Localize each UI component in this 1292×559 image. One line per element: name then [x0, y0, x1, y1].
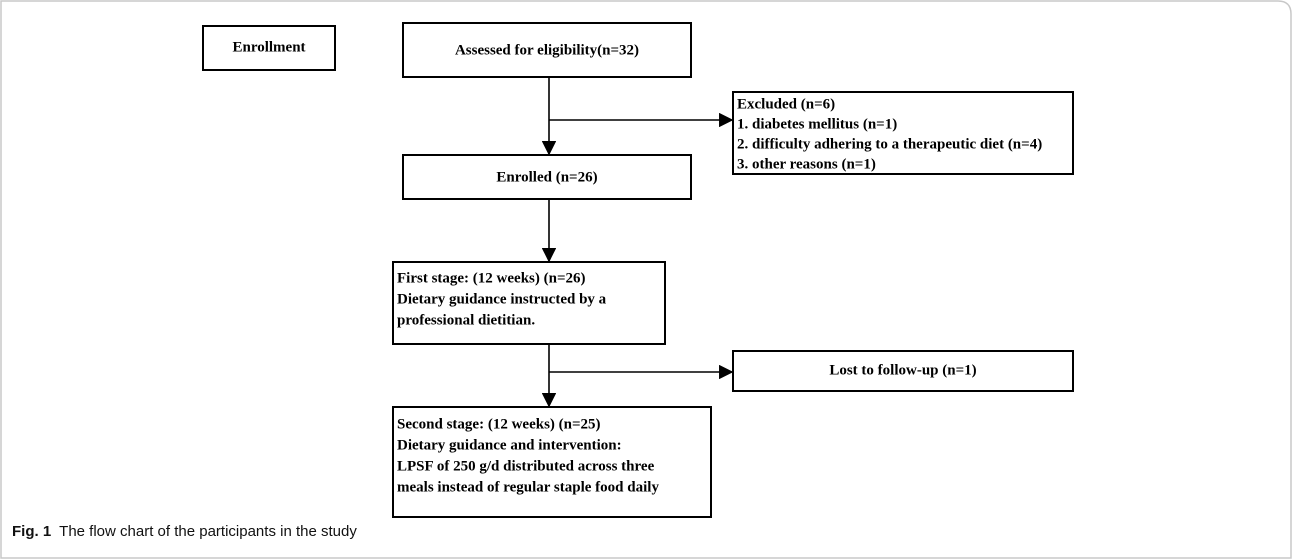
excluded-line: 1. diabetes mellitus (n=1) [737, 116, 897, 132]
lost-label: Lost to follow-up (n=1) [829, 362, 976, 378]
assessed-label: Assessed for eligibility(n=32) [455, 42, 639, 58]
arrows [541, 77, 734, 408]
first-stage-line: Dietary guidance instructed by a [397, 291, 607, 307]
second-stage-line: Dietary guidance and intervention: [397, 437, 622, 453]
first-stage-line: First stage: (12 weeks) (n=26) [397, 270, 586, 286]
enrolled-label: Enrolled (n=26) [496, 169, 597, 185]
first-stage-box [392, 261, 666, 345]
excluded-line: 3. other reasons (n=1) [737, 156, 876, 172]
lost-box [732, 350, 1074, 392]
excluded-line: 2. difficulty adhering to a therapeutic … [737, 136, 1042, 152]
caption: Fig. 1 The flow chart of the participants… [12, 523, 357, 540]
caption-text: The flow chart of the participants in th… [59, 523, 357, 540]
enrollment-box [202, 25, 336, 71]
assessed-box [402, 22, 692, 78]
excluded-box [732, 91, 1074, 175]
caption-label: Fig. 1 [12, 523, 51, 540]
excluded-line: Excluded (n=6) [737, 96, 835, 112]
second-stage-line: Second stage: (12 weeks) (n=25) [397, 416, 601, 432]
second-stage-line: LPSF of 250 g/d distributed across three [397, 458, 655, 474]
second-stage-line: meals instead of regular staple food dai… [397, 479, 659, 495]
first-stage-line: professional dietitian. [397, 312, 535, 328]
enrolled-box [402, 154, 692, 200]
second-stage-box [392, 406, 712, 518]
enrollment-label: Enrollment [232, 39, 305, 55]
